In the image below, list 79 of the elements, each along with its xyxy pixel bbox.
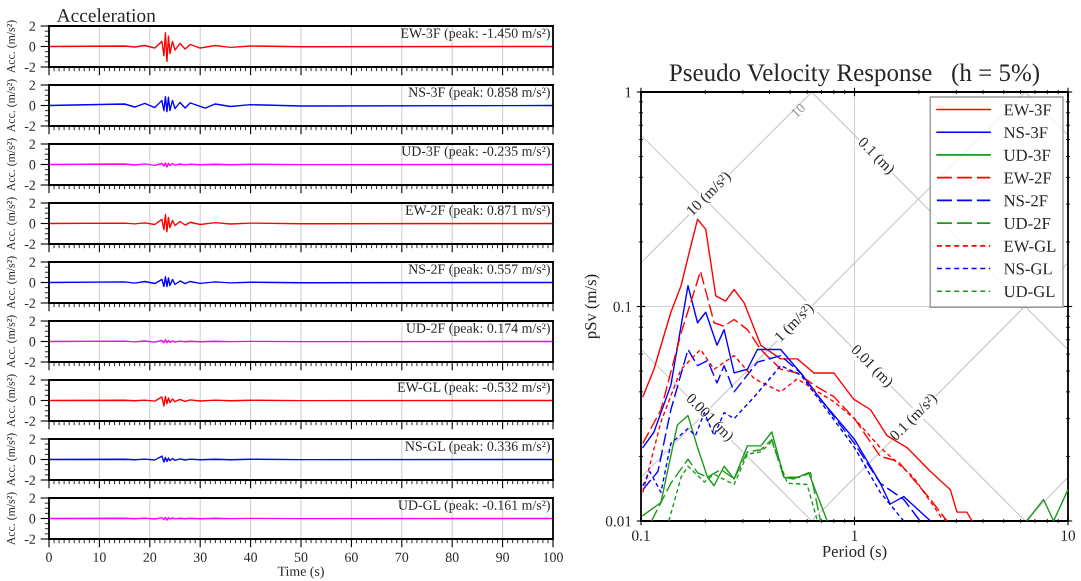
y-tick-label: -2 <box>24 62 36 72</box>
y-tick-label: 2 <box>29 21 36 31</box>
y-tick-label: -2 <box>24 180 36 190</box>
y-tick-label: 0 <box>29 42 36 52</box>
x-tick-label: 100 <box>543 552 563 562</box>
text: 0.01 (m) <box>848 343 895 390</box>
annotation: NS-3F (peak: 0.858 m/s²) <box>408 87 550 100</box>
y-axis-title: Acc. (m/s²) <box>6 315 18 369</box>
y-axis-title: Acc. (m/s²) <box>6 138 18 192</box>
y-tick-label: 2 <box>29 139 36 149</box>
x-tick-label: 10 <box>1061 530 1076 541</box>
y-tick-label: 0.01 <box>605 516 632 527</box>
y-tick-label: 2 <box>29 257 36 267</box>
x-axis-title: Period (s) <box>822 545 887 561</box>
y-tick-label: 0 <box>29 514 36 524</box>
legend-label: UD-3F <box>1003 149 1051 161</box>
y-tick-label: -2 <box>24 121 36 131</box>
x-tick-label: 90 <box>496 552 510 562</box>
y-tick-label: -2 <box>24 239 36 249</box>
y-tick-label: 2 <box>29 375 36 385</box>
x-tick-label: 70 <box>395 552 409 562</box>
y-tick-label: 0 <box>29 396 36 406</box>
y-axis-title: Acc. (m/s²) <box>6 79 18 133</box>
x-tick-label: 10 <box>93 552 106 562</box>
legend-label: NS-GL <box>1004 263 1052 275</box>
legend-label: UD-GL <box>1003 286 1055 298</box>
chart-title: Acceleration <box>56 8 156 23</box>
y-tick-label: 2 <box>29 316 36 326</box>
y-tick-label: -2 <box>24 357 36 367</box>
y-tick-label: -2 <box>24 475 36 485</box>
y-tick-label: 0 <box>29 337 36 347</box>
y-axis-title: Acc. (m/s²) <box>6 492 18 546</box>
y-axis-title: Acc. (m/s²) <box>6 197 18 251</box>
y-tick-label: 2 <box>29 493 36 503</box>
x-tick-label: 0.1 <box>632 530 650 541</box>
x-axis-title: Time (s) <box>277 566 324 579</box>
x-tick-label: 20 <box>143 552 157 562</box>
y-tick-label: 2 <box>29 80 36 90</box>
legend-label: EW-2F <box>1004 172 1052 184</box>
x-tick-label: 30 <box>193 552 207 562</box>
annotation: EW-2F (peak: 0.871 m/s²) <box>405 205 550 218</box>
x-tick-label: 80 <box>445 552 459 562</box>
annotation: UD-3F (peak: -0.235 m/s²) <box>401 146 550 159</box>
y-tick-label: 2 <box>29 434 36 444</box>
y-tick-label: 0 <box>29 455 36 465</box>
annotation: UD-GL (peak: -0.161 m/s²) <box>398 500 550 513</box>
y-tick-label: 2 <box>29 198 36 208</box>
y-axis-title: pSv (m/s) <box>584 274 600 339</box>
x-tick-label: 50 <box>294 552 308 562</box>
x-tick-label: 40 <box>243 552 258 562</box>
chart-title: Pseudo Velocity Response (h = 5%) <box>669 63 1040 87</box>
annotation: 10 <box>790 102 806 118</box>
y-tick-label: 0.1 <box>613 301 632 313</box>
y-axis-title: Acc. (m/s²) <box>6 20 18 74</box>
legend-label: NS-2F <box>1004 195 1048 207</box>
y-tick-label: 1 <box>625 87 632 98</box>
x-tick-label: 0 <box>46 552 52 562</box>
legend-label: UD-2F <box>1003 217 1051 230</box>
annotation: NS-2F (peak: 0.557 m/s²) <box>408 264 550 277</box>
y-axis-title: Acc. (m/s²) <box>6 256 18 310</box>
annotation: UD-2F (peak: 0.174 m/s²) <box>406 323 550 336</box>
legend-label: NS-3F <box>1004 127 1048 139</box>
y-tick-label: 0 <box>29 219 36 229</box>
legend-label: EW-GL <box>1004 240 1056 252</box>
y-tick-label: -2 <box>24 298 36 308</box>
annotation: NS-GL (peak: 0.336 m/s²) <box>405 441 550 454</box>
y-tick-label: 0 <box>29 101 36 111</box>
x-tick-label: 1 <box>852 530 858 541</box>
y-tick-label: -2 <box>24 416 36 426</box>
y-tick-label: 0 <box>29 160 36 170</box>
y-axis-title: Acc. (m/s²) <box>6 374 18 428</box>
annotation: EW-3F (peak: -1.450 m/s²) <box>400 28 550 41</box>
text: 0.1 (m) <box>855 135 897 177</box>
y-tick-label: -2 <box>24 534 36 544</box>
y-axis-title: Acc. (m/s²) <box>6 433 18 487</box>
legend-label: EW-3F <box>1004 104 1052 116</box>
y-tick-label: 0 <box>29 278 36 288</box>
x-tick-label: 60 <box>345 552 358 562</box>
annotation: EW-GL (peak: -0.532 m/s²) <box>397 382 550 395</box>
